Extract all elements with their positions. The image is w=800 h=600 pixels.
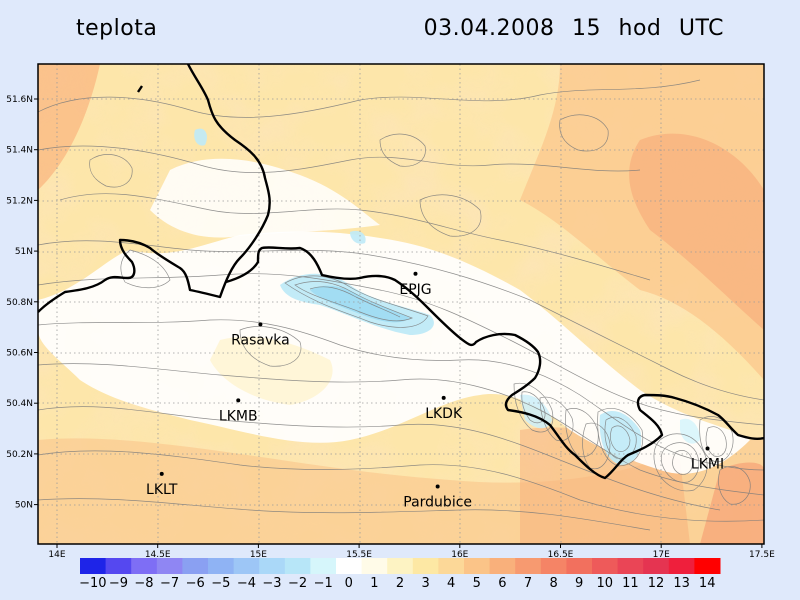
colorbar-label: 14 [699, 576, 716, 591]
lat-tick-label: 50N [15, 501, 33, 511]
colorbar-label: −3 [262, 576, 281, 591]
colorbar-swatch [617, 558, 644, 574]
graticule [38, 64, 764, 544]
colorbar-label: −1 [314, 576, 333, 591]
colorbar-label: −2 [288, 576, 307, 591]
colorbar-swatch [80, 558, 107, 574]
colorbar-swatch [310, 558, 337, 574]
lon-tick-label: 15.5E [346, 550, 372, 560]
colorbar-label: 4 [447, 576, 455, 591]
lon-tick-label: 16.5E [548, 550, 574, 560]
latitude-ticks: 51.6N 51.4N 51.2N 51N 50.8N 50.6N 50.4N 50.2N 50… [6, 95, 38, 511]
place-label: LKMI [691, 457, 724, 473]
colorbar-label: −9 [109, 576, 128, 591]
colorbar-label: −5 [211, 576, 230, 591]
colorbar-swatch [438, 558, 465, 574]
colorbar-swatch [643, 558, 670, 574]
lat-tick-label: 50.6N [6, 349, 33, 359]
colorbar-label: −6 [186, 576, 205, 591]
colorbar-swatch [259, 558, 286, 574]
lon-tick-label: 14.5E [145, 550, 171, 560]
place-marker [705, 446, 710, 451]
lon-tick-label: 14E [48, 550, 65, 560]
colorbar-swatch [156, 558, 183, 574]
colorbar-swatch [208, 558, 235, 574]
colorbar-label: 10 [597, 576, 614, 591]
colorbar-swatch [489, 558, 516, 574]
state-borders [38, 64, 764, 480]
colorbar-label: 5 [473, 576, 481, 591]
place-label: LKLT [146, 482, 178, 498]
colorbar-swatch [361, 558, 388, 574]
lon-tick-label: 16E [451, 550, 468, 560]
lat-tick-label: 51N [15, 247, 33, 257]
lat-tick-label: 50.8N [6, 298, 33, 308]
colorbar-swatch [182, 558, 209, 574]
temperature-field [38, 64, 764, 544]
colorbar-label: 8 [549, 576, 557, 591]
place-label: LKMB [219, 408, 258, 424]
lat-tick-label: 51.2N [6, 196, 33, 206]
colorbar-label: −10 [79, 576, 106, 591]
colorbar-swatch [105, 558, 132, 574]
colorbar-swatch [464, 558, 491, 574]
colorbar-swatch [233, 558, 260, 574]
colorbar-swatch [131, 558, 158, 574]
place-label: Pardubice [403, 495, 472, 511]
places-layer: EPJG Rasavka LKMB LKDK LKMI LKLT Pardubice [146, 271, 724, 511]
colorbar-label: −7 [160, 576, 179, 591]
colorbar-swatch [540, 558, 567, 574]
colorbar-label: 3 [421, 576, 429, 591]
colorbar-label: −4 [237, 576, 256, 591]
lat-tick-label: 51.6N [6, 95, 33, 105]
colorbar-label: 9 [575, 576, 583, 591]
map-frame [37, 63, 765, 545]
place-marker [413, 271, 418, 276]
lat-tick-label: 51.4N [6, 146, 33, 156]
colorbar-swatch [336, 558, 363, 574]
lat-tick-label: 50.4N [6, 399, 33, 409]
place-label: EPJG [399, 282, 431, 298]
place-marker [236, 398, 241, 403]
colorbar-label: 1 [370, 576, 378, 591]
longitude-ticks: 14E 14.5E 15E 15.5E 16E 16.5E 17E 17.5E [48, 544, 775, 560]
colorbar-label: −8 [134, 576, 153, 591]
colorbar-swatch [284, 558, 311, 574]
colorbar-swatch [566, 558, 593, 574]
colorbar-swatch [387, 558, 414, 574]
place-marker [435, 484, 440, 489]
colorbar-label: 7 [524, 576, 532, 591]
place-label: LKDK [425, 406, 463, 422]
lon-tick-label: 17E [653, 550, 670, 560]
place-label: Rasavka [231, 332, 290, 348]
colorbar-label: 11 [622, 576, 639, 591]
temperature-colorbar: −10 −9 −8 −7 −6 −5 −4 −3 −2 −1 0 1 2 3 4 5 6 7 8 9 10 11 12 13 1… [79, 558, 721, 591]
lon-tick-label: 17.5E [749, 550, 775, 560]
map-title-variable: teplota [76, 16, 158, 41]
colorbar-label: 13 [673, 576, 690, 591]
place-marker [159, 471, 164, 476]
map-title-datetime: 03.04.2008 15 hod UTC [423, 16, 724, 41]
colorbar-swatch [668, 558, 695, 574]
colorbar-swatch [412, 558, 439, 574]
place-marker [441, 395, 446, 400]
colorbar-swatch [515, 558, 542, 574]
lat-tick-label: 50.2N [6, 450, 33, 460]
colorbar-swatch [592, 558, 619, 574]
colorbar-label: 6 [498, 576, 506, 591]
place-marker [258, 322, 263, 327]
colorbar-label: 2 [396, 576, 404, 591]
lon-tick-label: 15E [250, 550, 267, 560]
colorbar-label: 0 [345, 576, 353, 591]
colorbar-label: 12 [648, 576, 665, 591]
colorbar-swatch [694, 558, 721, 574]
